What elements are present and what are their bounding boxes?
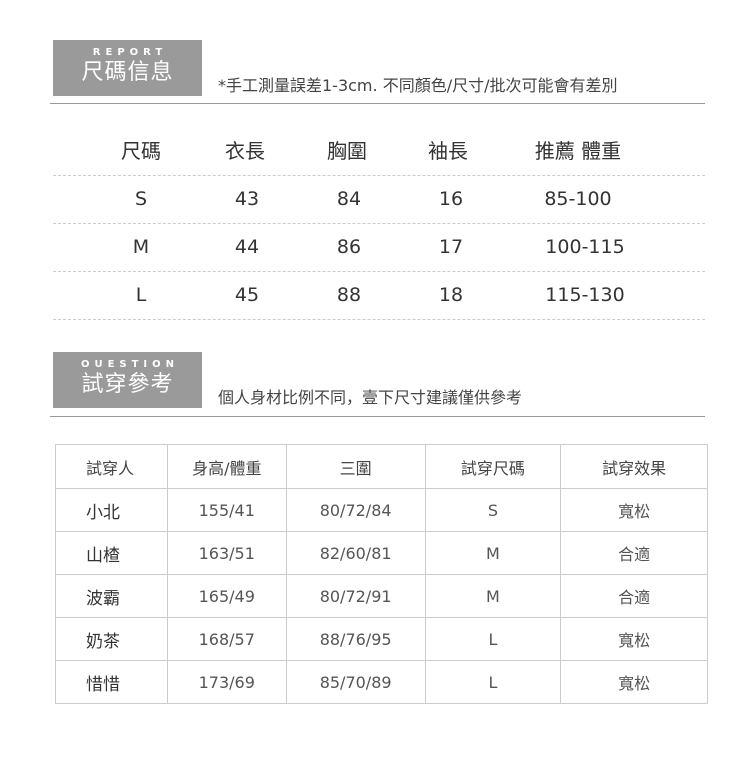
cell: 100-115 <box>545 236 625 258</box>
header-cell: 胸圍 <box>327 139 367 163</box>
cell: 43 <box>234 188 260 210</box>
header-cell: 袖長 <box>428 139 468 163</box>
divider <box>50 416 705 417</box>
cell: M <box>132 236 150 258</box>
table-row: 波霸 165/49 80/72/91 M 合適 <box>55 574 708 618</box>
cell: S <box>424 488 562 532</box>
fit-note: 個人身材比例不同，壹下尺寸建議僅供參考 <box>218 388 523 407</box>
cell: 165/49 <box>166 574 287 618</box>
table-row: L 45 88 18 115-130 <box>53 272 705 320</box>
cell: 波霸 <box>55 574 168 618</box>
header-cell: 試穿人 <box>55 444 168 489</box>
header-cell: 試穿尺碼 <box>424 444 562 489</box>
header-cell: 尺碼 <box>121 139 161 163</box>
cell: 16 <box>438 188 464 210</box>
cell: 82/60/81 <box>285 531 426 575</box>
cell: 18 <box>438 284 464 306</box>
table-row: M 44 86 17 100-115 <box>53 224 705 272</box>
cell: 88/76/95 <box>285 617 426 661</box>
header-cell: 衣長 <box>225 139 265 163</box>
cell: 山楂 <box>55 531 168 575</box>
divider <box>50 103 705 104</box>
header-cell: 試穿效果 <box>560 444 708 489</box>
cell: 80/72/91 <box>285 574 426 618</box>
header-cell: 推薦 體重 <box>534 139 622 163</box>
cell: 88 <box>336 284 362 306</box>
cell: 44 <box>234 236 260 258</box>
cell: 合適 <box>560 531 708 575</box>
cell: 80/72/84 <box>285 488 426 532</box>
cell: 合適 <box>560 574 708 618</box>
badge-title: 試穿參考 <box>81 372 174 397</box>
cell: 奶茶 <box>55 617 168 661</box>
cell: 小北 <box>55 488 168 532</box>
cell: M <box>424 531 562 575</box>
table-row: S 43 84 16 85-100 <box>53 176 705 224</box>
cell: 85-100 <box>544 188 612 210</box>
cell: S <box>134 188 148 210</box>
question-badge: OUESTION 試穿參考 <box>53 352 202 408</box>
cell: 寬松 <box>560 617 708 661</box>
cell: 163/51 <box>166 531 287 575</box>
cell: L <box>135 284 147 306</box>
cell: 寬松 <box>560 660 708 704</box>
fit-table-header: 試穿人 身高/體重 三圍 試穿尺碼 試穿效果 <box>55 444 708 489</box>
cell: 寬松 <box>560 488 708 532</box>
cell: 85/70/89 <box>285 660 426 704</box>
cell: 168/57 <box>166 617 287 661</box>
table-row: 奶茶 168/57 88/76/95 L 寬松 <box>55 617 708 661</box>
header-cell: 身高/體重 <box>166 444 287 489</box>
badge-en: OUESTION <box>80 359 180 370</box>
cell: 17 <box>438 236 464 258</box>
badge-en: REPORT <box>92 47 168 58</box>
cell: 173/69 <box>166 660 287 704</box>
measurement-note: *手工測量誤差1-3cm. 不同顏色/尺寸/批次可能會有差別 <box>218 76 618 95</box>
size-table: 尺碼 衣長 胸圍 袖長 推薦 體重 S 43 84 16 85-100 M 44… <box>53 128 705 320</box>
table-row: 惜惜 173/69 85/70/89 L 寬松 <box>55 660 708 704</box>
cell: 86 <box>336 236 362 258</box>
report-badge: REPORT 尺碼信息 <box>53 40 202 96</box>
cell: 84 <box>336 188 362 210</box>
cell: 惜惜 <box>55 660 168 704</box>
fit-reference-table: 試穿人 身高/體重 三圍 試穿尺碼 試穿效果 小北 155/41 80/72/8… <box>55 444 708 704</box>
badge-title: 尺碼信息 <box>81 60 174 85</box>
cell: 45 <box>234 284 260 306</box>
cell: 115-130 <box>545 284 625 306</box>
cell: M <box>424 574 562 618</box>
cell: 155/41 <box>166 488 287 532</box>
cell: L <box>424 660 562 704</box>
table-row: 山楂 163/51 82/60/81 M 合適 <box>55 531 708 575</box>
table-row: 小北 155/41 80/72/84 S 寬松 <box>55 488 708 532</box>
cell: L <box>424 617 562 661</box>
header-cell: 三圍 <box>285 444 426 489</box>
size-table-header: 尺碼 衣長 胸圍 袖長 推薦 體重 <box>53 128 705 176</box>
